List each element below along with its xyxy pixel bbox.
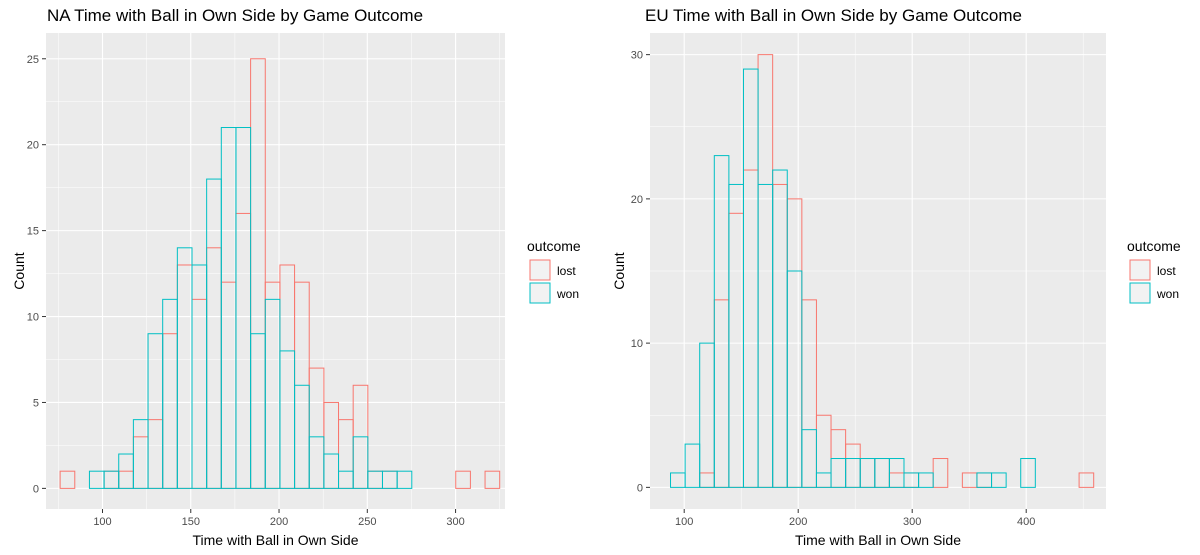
y-tick-label: 10	[631, 338, 643, 350]
bar-lost	[59, 470, 76, 489]
legend-label-lost: lost	[557, 264, 576, 278]
legend-key-lost	[1129, 259, 1151, 281]
y-axis-title: Count	[11, 252, 27, 289]
x-tick-label: 400	[1017, 516, 1035, 528]
chart-title-na: NA Time with Ball in Own Side by Game Ou…	[47, 6, 424, 25]
x-axis-title: Time with Ball in Own Side	[795, 532, 961, 548]
bar-won	[801, 429, 817, 488]
bar-won	[918, 472, 934, 488]
y-tick-label: 20	[631, 194, 643, 206]
x-tick-label: 150	[182, 516, 200, 528]
legend-title: outcome	[527, 238, 581, 254]
y-tick-label: 0	[33, 483, 39, 495]
x-axis-title: Time with Ball in Own Side	[193, 532, 359, 548]
bar-won	[1020, 458, 1036, 488]
bar-lost	[484, 470, 501, 489]
y-tick-label: 20	[27, 140, 39, 152]
legend-key-won	[1129, 282, 1151, 304]
bar-won	[991, 472, 1007, 488]
legend-label-lost: lost	[1157, 264, 1176, 278]
x-tick-label: 300	[903, 516, 921, 528]
y-tick-label: 0	[637, 482, 643, 494]
bar-lost	[455, 470, 471, 489]
bar-won	[352, 436, 369, 489]
x-tick-label: 200	[270, 516, 288, 528]
legend-key-won	[529, 282, 551, 304]
y-tick-label: 5	[33, 397, 39, 409]
bar-won	[235, 127, 252, 489]
plot-panel-na	[46, 33, 505, 509]
legend-label-won: won	[556, 287, 579, 301]
y-axis-title: Count	[611, 252, 627, 289]
bar-won	[786, 270, 803, 488]
x-tick-label: 200	[789, 516, 807, 528]
x-tick-label: 100	[675, 516, 693, 528]
y-tick-label: 10	[27, 312, 39, 324]
chart-title-eu: EU Time with Ball in Own Side by Game Ou…	[645, 6, 1022, 25]
legend-title: outcome	[1127, 238, 1181, 254]
x-tick-label: 250	[358, 516, 376, 528]
bar-lost	[1078, 472, 1095, 488]
y-tick-label: 15	[27, 226, 39, 238]
y-tick-label: 30	[631, 50, 643, 62]
x-tick-label: 300	[446, 516, 464, 528]
y-tick-label: 25	[27, 54, 39, 66]
legend-key-lost	[529, 259, 551, 281]
legend-label-won: won	[1156, 287, 1179, 301]
x-tick-label: 100	[93, 516, 111, 528]
bar-won	[396, 470, 413, 489]
